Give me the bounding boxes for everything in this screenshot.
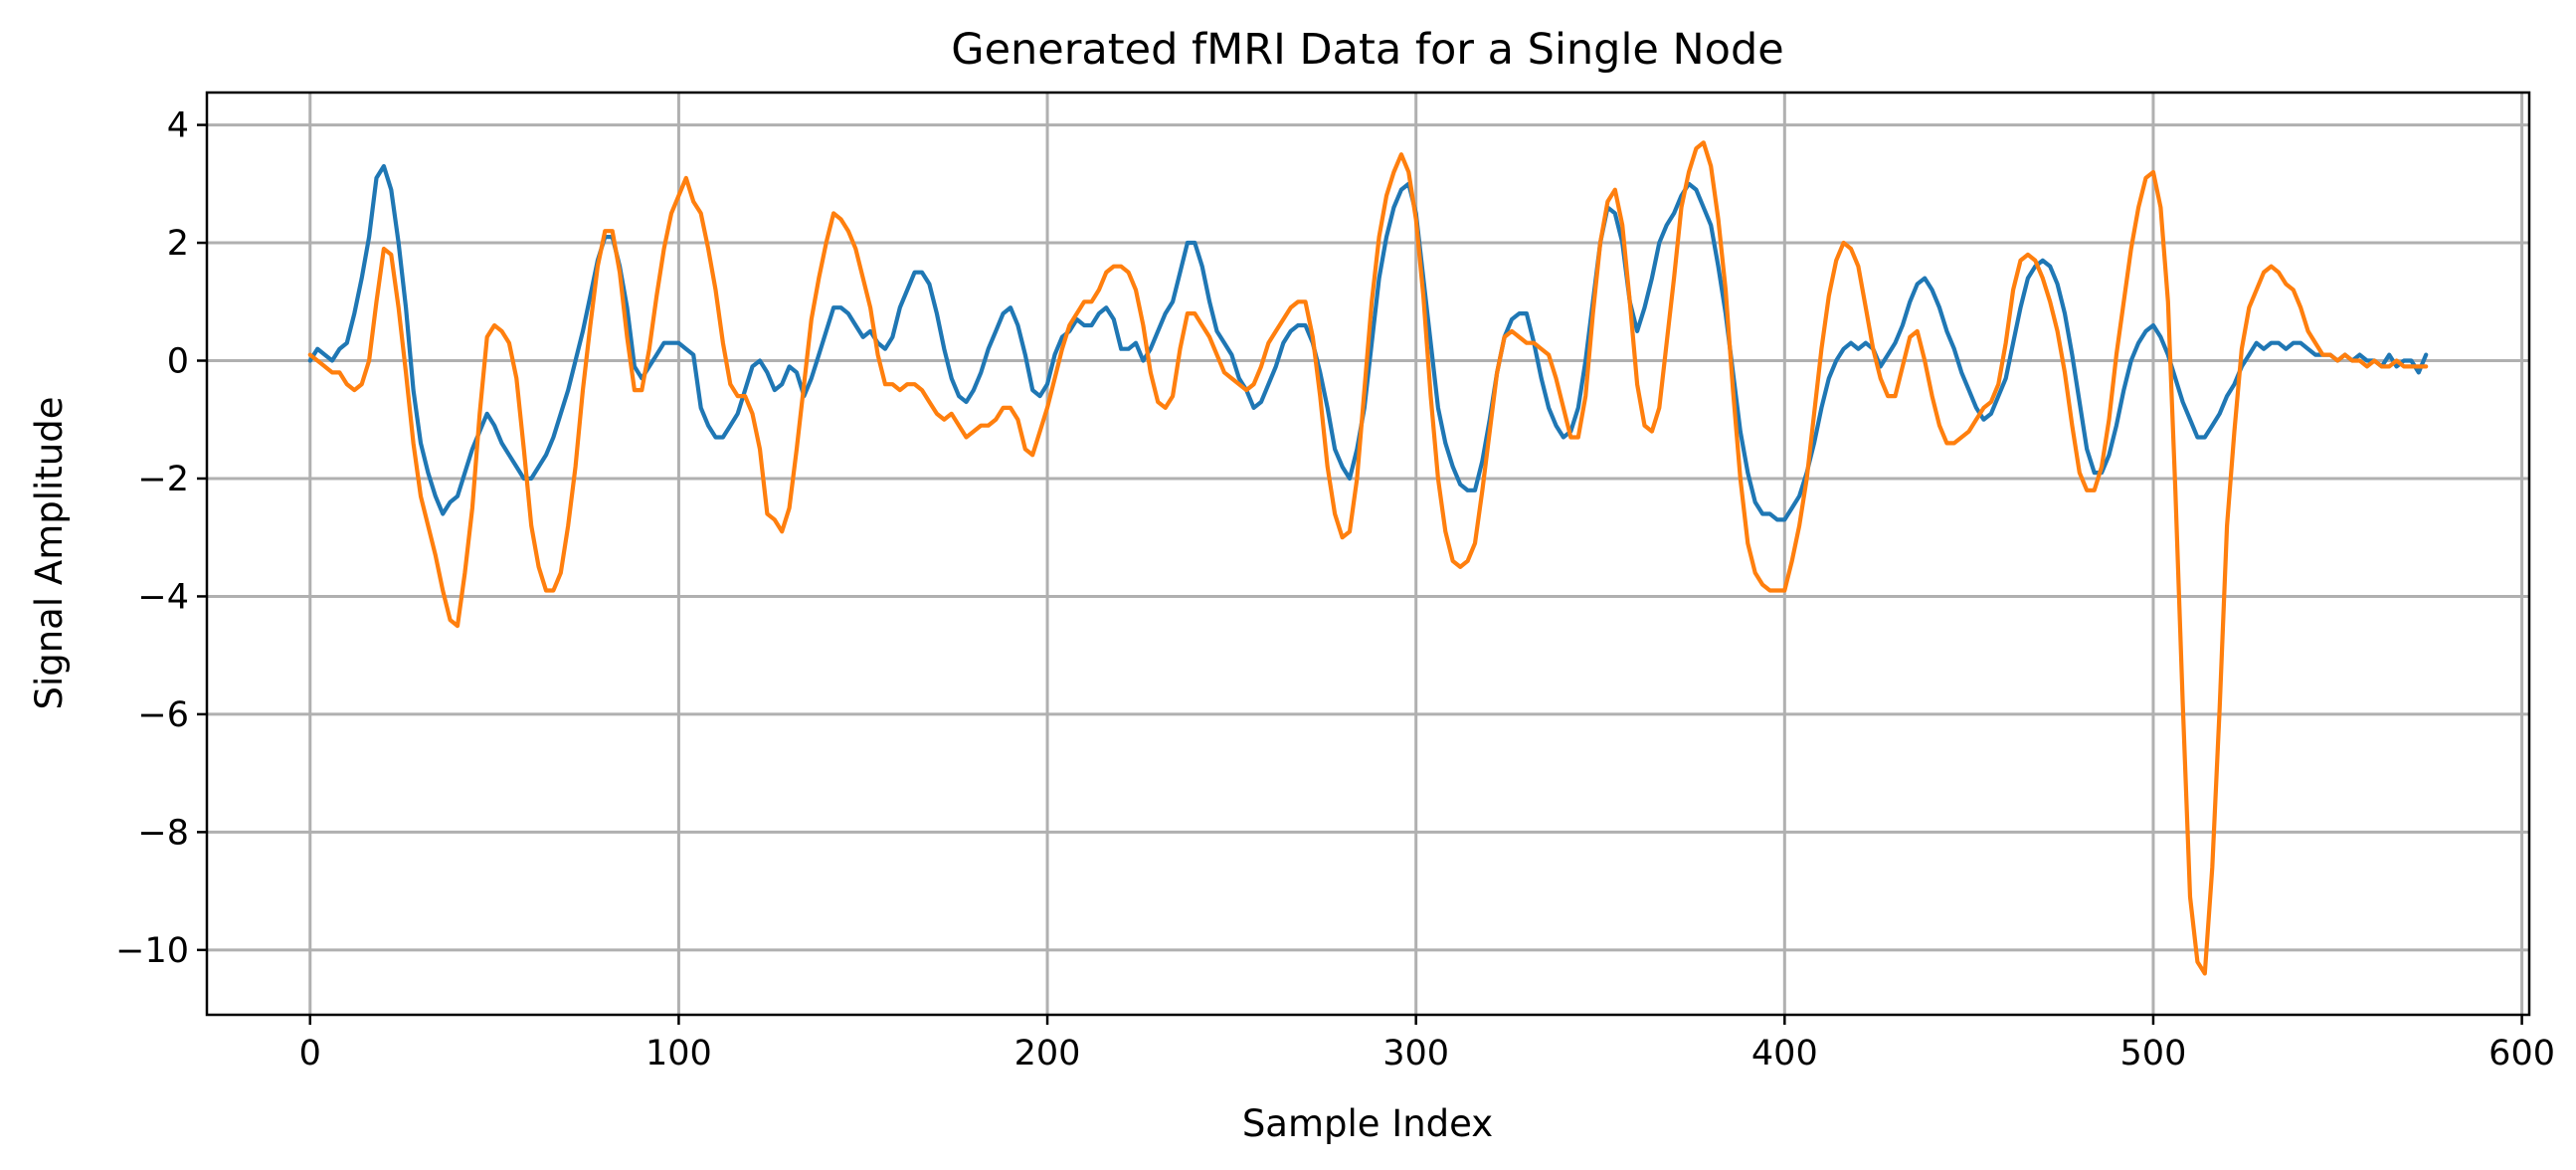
y-tick-label: 2 bbox=[167, 224, 189, 264]
y-tick-label: −10 bbox=[115, 931, 189, 971]
series-layer bbox=[307, 140, 2429, 976]
y-tick-label: 4 bbox=[167, 106, 189, 146]
x-tick-label: 300 bbox=[1382, 1034, 1449, 1073]
grid bbox=[207, 93, 2529, 1015]
x-tick-label: 400 bbox=[1751, 1034, 1818, 1073]
x-tick-label: 200 bbox=[1014, 1034, 1081, 1073]
x-axis-label: Sample Index bbox=[1242, 1102, 1493, 1145]
x-tick-label: 600 bbox=[2488, 1034, 2555, 1073]
plot-frame bbox=[205, 91, 2531, 1017]
y-tick-label: −2 bbox=[137, 460, 189, 499]
y-tick-label: 0 bbox=[167, 342, 189, 382]
y-tick-label: −6 bbox=[137, 695, 189, 735]
y-tick-label: −4 bbox=[137, 577, 189, 617]
series-line-1 bbox=[307, 163, 2429, 522]
x-tick-label: 500 bbox=[2120, 1034, 2187, 1073]
chart-title: Generated fMRI Data for a Single Node bbox=[951, 25, 1784, 75]
x-tick-label: 0 bbox=[299, 1034, 321, 1073]
y-axis-label: Signal Amplitude bbox=[28, 396, 71, 709]
ticks: 0 100 200 300 400 500 600 −10 −8 −6 −4 −2 0 2 4 bbox=[115, 106, 2555, 1073]
y-tick-label: −8 bbox=[137, 813, 189, 853]
series-line-2 bbox=[307, 140, 2429, 976]
x-tick-label: 100 bbox=[645, 1034, 712, 1073]
